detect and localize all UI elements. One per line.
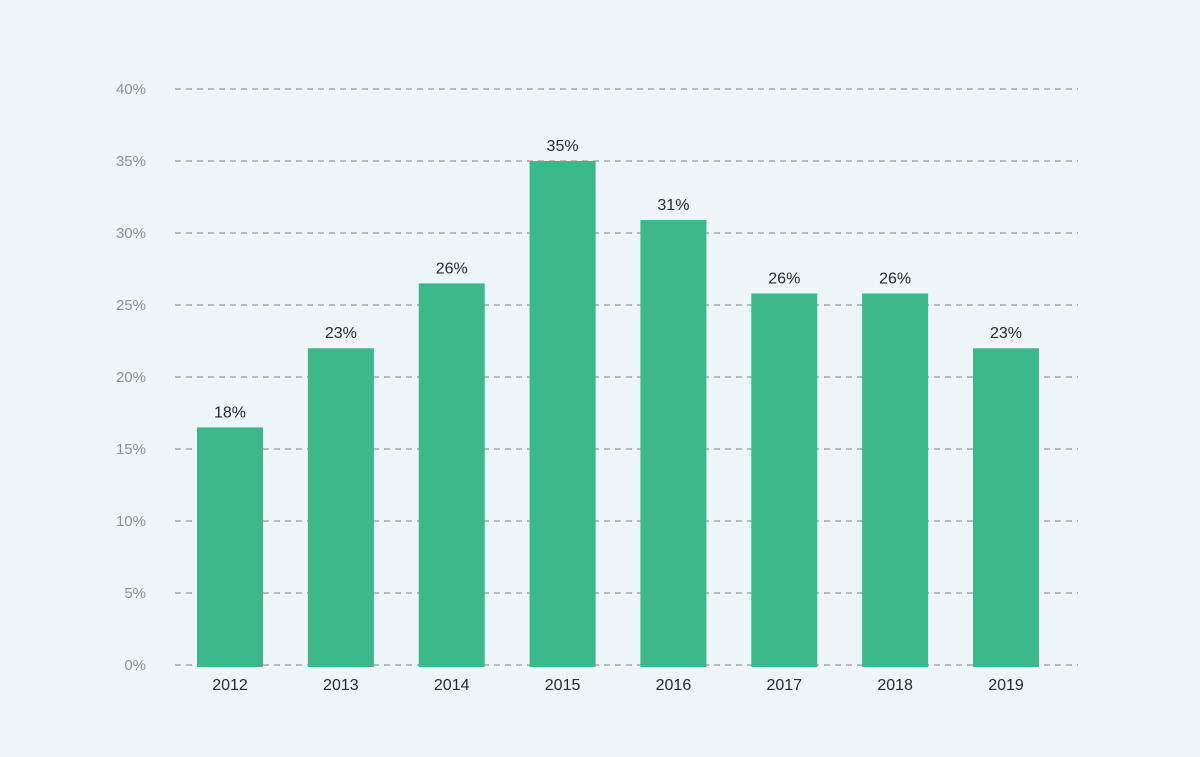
- y-tick-label: 25%: [116, 297, 146, 314]
- x-tick-label-2014: 2014: [434, 677, 470, 694]
- x-tick-label-2017: 2017: [766, 677, 802, 694]
- y-axis-labels: 0% 5% 10% 15% 20% 25% 30% 35% 40%: [116, 81, 146, 674]
- bar-2016: [640, 220, 707, 668]
- x-tick-label-2012: 2012: [212, 677, 248, 694]
- x-tick-label-2018: 2018: [877, 677, 913, 694]
- y-tick-label: 10%: [116, 513, 146, 530]
- x-tick-label-2013: 2013: [323, 677, 359, 694]
- bar-value-label-2015: 35%: [547, 138, 579, 155]
- bar-2018: [862, 293, 929, 667]
- bar-value-label-2018: 26%: [879, 270, 911, 287]
- bar-value-label-2012: 18%: [214, 404, 246, 421]
- x-tick-label-2016: 2016: [656, 677, 692, 694]
- y-tick-label: 20%: [116, 369, 146, 386]
- x-tick-label-2019: 2019: [988, 677, 1024, 694]
- y-tick-label: 5%: [124, 585, 146, 602]
- bar-2012: [197, 427, 263, 667]
- bar-2015: [529, 161, 596, 667]
- bar-value-label-2019: 23%: [990, 325, 1022, 342]
- bars: [197, 161, 1039, 668]
- y-tick-label: 35%: [116, 153, 146, 170]
- y-tick-label: 40%: [116, 81, 146, 98]
- bar-value-label-2013: 23%: [325, 325, 357, 342]
- bar-value-label-2017: 26%: [768, 270, 800, 287]
- bar-value-labels: 18% 23% 26% 35% 31% 26% 26% 23%: [214, 138, 1022, 421]
- bar-value-label-2014: 26%: [436, 260, 468, 277]
- bar-2014: [418, 283, 485, 667]
- bar-2019: [972, 348, 1039, 667]
- y-tick-label: 0%: [124, 657, 146, 674]
- x-tick-label-2015: 2015: [545, 677, 581, 694]
- y-tick-label: 30%: [116, 225, 146, 242]
- bar-2017: [751, 293, 818, 667]
- bar-2013: [307, 348, 374, 667]
- x-axis-labels: 2012 2013 2014 2015 2016 2017 2018 2019: [212, 677, 1024, 694]
- y-tick-label: 15%: [116, 441, 146, 458]
- bar-value-label-2016: 31%: [657, 197, 689, 214]
